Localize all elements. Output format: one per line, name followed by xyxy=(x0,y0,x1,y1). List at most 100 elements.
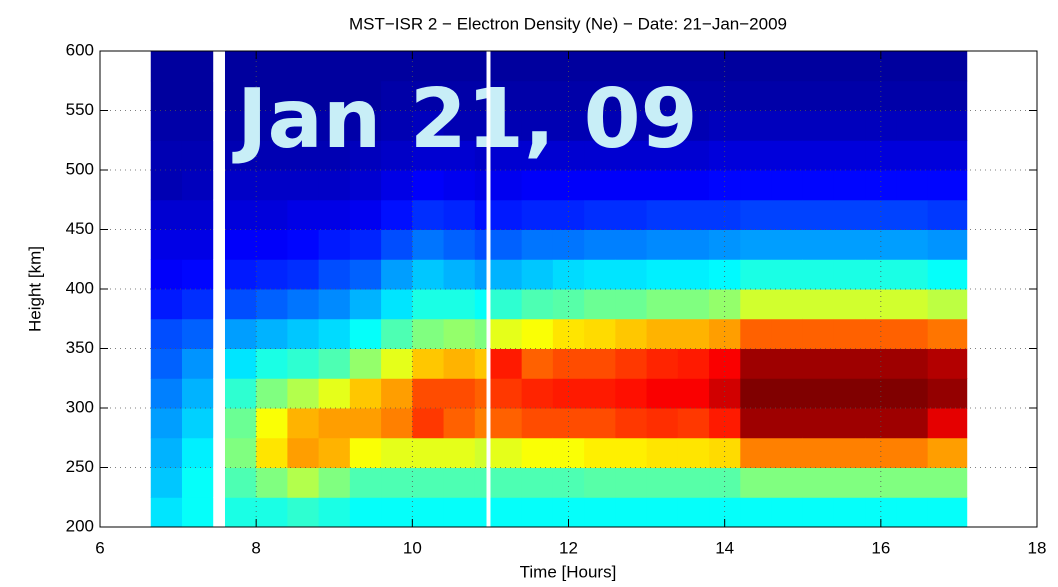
x-tick-label: 18 xyxy=(1028,538,1047,557)
cell xyxy=(865,437,897,468)
cell xyxy=(287,110,320,141)
cell xyxy=(443,348,476,379)
x-tick-label: 14 xyxy=(715,538,734,557)
cell xyxy=(771,51,804,82)
gap xyxy=(486,170,491,201)
cell xyxy=(287,170,320,201)
cell xyxy=(646,51,679,82)
cell xyxy=(349,437,382,468)
cell xyxy=(927,437,968,468)
cell xyxy=(381,408,413,439)
gap xyxy=(486,110,491,141)
cell xyxy=(865,80,897,111)
cell xyxy=(709,437,741,468)
cell xyxy=(740,497,773,528)
x-tick-label: 12 xyxy=(559,538,578,557)
cell xyxy=(771,259,804,290)
cell xyxy=(740,318,773,349)
cell xyxy=(771,378,804,409)
cell xyxy=(740,140,773,171)
cell xyxy=(256,80,288,111)
cell xyxy=(318,259,351,290)
cell xyxy=(412,259,445,290)
cell xyxy=(381,140,413,171)
cell xyxy=(677,229,710,260)
cell xyxy=(443,51,476,82)
cell xyxy=(896,318,929,349)
cell xyxy=(412,408,445,439)
cell xyxy=(412,348,445,379)
cell xyxy=(865,110,897,141)
cell xyxy=(927,378,968,409)
cell xyxy=(771,80,804,111)
gap xyxy=(486,289,491,320)
cell xyxy=(521,51,554,82)
chart-title: MST−ISR 2 − Electron Density (Ne) − Date… xyxy=(349,14,787,33)
cell xyxy=(896,229,929,260)
cell xyxy=(740,170,773,201)
cell xyxy=(865,170,897,201)
cell xyxy=(150,170,183,201)
gap xyxy=(213,437,225,468)
cell xyxy=(381,348,413,379)
cell xyxy=(150,408,183,439)
cell xyxy=(349,51,382,82)
cell xyxy=(552,229,585,260)
cell xyxy=(349,408,382,439)
cell xyxy=(490,140,523,171)
cell xyxy=(865,199,897,230)
cell xyxy=(646,318,679,349)
gap xyxy=(213,378,225,409)
cell xyxy=(490,170,523,201)
cell xyxy=(833,80,866,111)
x-tick-label: 8 xyxy=(251,538,260,557)
cell xyxy=(474,259,488,290)
gap xyxy=(213,497,225,528)
cell xyxy=(181,170,214,201)
cell xyxy=(318,318,351,349)
cell xyxy=(896,140,929,171)
cell xyxy=(287,378,320,409)
cell xyxy=(349,110,382,141)
cell xyxy=(287,140,320,171)
cell xyxy=(150,140,183,171)
cell xyxy=(771,348,804,379)
cell xyxy=(552,437,585,468)
cell xyxy=(771,467,804,498)
cell xyxy=(412,140,445,171)
gap xyxy=(486,348,491,379)
cell xyxy=(150,51,183,82)
cell xyxy=(412,497,445,528)
cell xyxy=(865,259,897,290)
cell xyxy=(474,467,488,498)
y-axis-label: Height [km] xyxy=(25,246,44,332)
cell xyxy=(412,289,445,320)
cell xyxy=(865,318,897,349)
cell xyxy=(740,80,773,111)
cell xyxy=(833,408,866,439)
cell xyxy=(256,110,288,141)
cell xyxy=(615,318,648,349)
cell xyxy=(584,378,616,409)
cell xyxy=(615,497,648,528)
cell xyxy=(927,80,968,111)
cell xyxy=(677,259,710,290)
cell xyxy=(150,467,183,498)
cell xyxy=(802,497,835,528)
cell xyxy=(552,80,585,111)
cell xyxy=(287,80,320,111)
cell xyxy=(584,289,616,320)
cell xyxy=(318,199,351,230)
cell xyxy=(381,318,413,349)
cell xyxy=(256,318,288,349)
cell xyxy=(256,467,288,498)
cell xyxy=(646,289,679,320)
cell xyxy=(896,80,929,111)
cell xyxy=(349,378,382,409)
x-axis-label: Time [Hours] xyxy=(520,562,617,581)
cell xyxy=(615,229,648,260)
gap xyxy=(486,80,491,111)
cell xyxy=(443,437,476,468)
cell xyxy=(256,408,288,439)
cell xyxy=(287,318,320,349)
